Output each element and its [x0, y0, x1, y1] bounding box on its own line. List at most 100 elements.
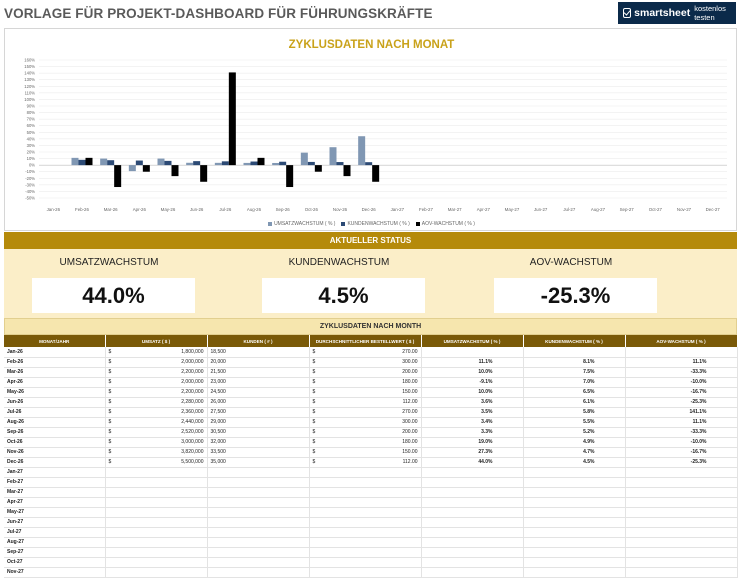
customer-growth-cell: 6.5%	[523, 387, 626, 398]
bar-aov-growth	[343, 165, 351, 177]
table-row: Nov-27	[4, 567, 738, 578]
revenue-cell: $2,520,000	[105, 427, 208, 438]
month-cell: Oct-26	[4, 437, 106, 448]
customer-growth-cell	[523, 567, 626, 578]
x-tick-label: Dec-26	[362, 207, 377, 212]
y-tick-label: 70%	[27, 117, 36, 122]
revenue-growth-cell	[421, 557, 524, 568]
customers-cell: 18,500	[207, 347, 310, 358]
aov-cell: $180.00	[309, 377, 422, 388]
revenue-cell	[105, 557, 208, 568]
x-tick-label: Nov-26	[333, 207, 348, 212]
table-row: Oct-26 $3,000,000 32,000 $180.00 19.0% 4.9% -1…	[4, 437, 738, 448]
table-row: Oct-27	[4, 557, 738, 568]
revenue-cell: $2,440,000	[105, 417, 208, 428]
customer-growth-cell: 4.9%	[523, 437, 626, 448]
table-row: Feb-27	[4, 477, 738, 488]
revenue-growth-cell	[421, 537, 524, 548]
aov-growth-cell: -25.3%	[625, 457, 738, 468]
revenue-cell: $2,360,000	[105, 407, 208, 418]
customer-growth-cell: 5.8%	[523, 407, 626, 418]
month-cell: Nov-27	[4, 567, 106, 578]
bar-revenue-growth	[243, 162, 251, 166]
revenue-growth-cell: -9.1%	[421, 377, 524, 388]
y-tick-label: 110%	[25, 90, 36, 95]
cycle-data-table: MONAT/JAHR UMSATZ ( $ ) KUNDEN ( # ) DURCHS…	[4, 335, 738, 578]
kpi-value: -25.3%	[494, 278, 657, 313]
table-row: Apr-26 $2,000,000 23,000 $180.00 -9.1% 7.0% -1…	[4, 377, 738, 388]
aov-growth-cell	[625, 557, 738, 568]
customers-cell	[207, 487, 310, 498]
bar-aov-growth	[200, 165, 208, 182]
revenue-cell	[105, 547, 208, 558]
revenue-growth-cell: 3.4%	[421, 417, 524, 428]
aov-cell: $112.00	[309, 457, 422, 468]
y-tick-label: 90%	[27, 104, 36, 109]
bar-aov-growth	[85, 157, 93, 166]
column-header: MONAT/JAHR	[4, 335, 106, 347]
month-cell: Dec-26	[4, 457, 106, 468]
aov-growth-cell: 11.1%	[625, 417, 738, 428]
customer-growth-cell	[523, 527, 626, 538]
month-cell: Mar-26	[4, 367, 106, 378]
y-tick-label: -40%	[25, 189, 35, 194]
x-tick-label: Sep-26	[276, 207, 291, 212]
customers-cell	[207, 517, 310, 528]
customers-cell: 32,000	[207, 437, 310, 448]
legend-item: AOV-WACHSTUM ( % )	[415, 221, 475, 227]
bar-customer-growth	[221, 161, 229, 166]
month-cell: Aug-26	[4, 417, 106, 428]
aov-growth-cell	[625, 477, 738, 488]
customer-growth-cell: 4.5%	[523, 457, 626, 468]
bar-customer-growth	[135, 160, 143, 166]
y-tick-label: 40%	[27, 136, 36, 141]
month-cell: Jul-27	[4, 527, 106, 538]
status-panel: UMSATZWACHSTUM 44.0% KUNDENWACHSTUM 4.5%…	[4, 249, 737, 318]
bar-aov-growth	[257, 157, 265, 166]
month-cell: Sep-26	[4, 427, 106, 438]
brand-name: smartsheet	[634, 7, 691, 19]
customer-growth-cell	[523, 477, 626, 488]
revenue-cell	[105, 467, 208, 478]
legend-label: AOV-WACHSTUM ( % )	[421, 221, 475, 227]
revenue-growth-cell	[421, 487, 524, 498]
x-tick-label: Mar-26	[104, 207, 118, 212]
aov-cell	[309, 527, 422, 538]
revenue-cell: $2,280,000	[105, 397, 208, 408]
kpi-label: UMSATZWACHSTUM	[59, 257, 159, 268]
revenue-cell	[105, 497, 208, 508]
bar-customer-growth	[336, 162, 344, 166]
revenue-growth-cell	[421, 517, 524, 528]
aov-cell	[309, 497, 422, 508]
revenue-cell: $5,500,000	[105, 457, 208, 468]
month-cell: Apr-27	[4, 497, 106, 508]
table-body: Jan-26 $1,800,000 18,500 $270.00 Feb-26 $2,00…	[4, 347, 738, 578]
y-tick-label: 130%	[24, 77, 35, 82]
x-tick-label: Jun-27	[534, 207, 548, 212]
revenue-growth-cell	[421, 507, 524, 518]
customer-growth-cell: 5.2%	[523, 427, 626, 438]
month-cell: Jan-26	[4, 347, 106, 358]
table-row: Jul-26 $2,360,000 27,500 $270.00 3.5% 5.8% 141…	[4, 407, 738, 418]
bar-revenue-growth	[358, 136, 366, 166]
aov-growth-cell: 11.1%	[625, 357, 738, 368]
month-cell: Nov-26	[4, 447, 106, 458]
table-row: Nov-26 $3,820,000 33,500 $150.00 27.3% 4.7% -1…	[4, 447, 738, 458]
customers-cell	[207, 497, 310, 508]
kpi-revenue-growth: UMSATZWACHSTUM 44.0%	[4, 249, 214, 318]
bar-revenue-growth	[186, 162, 194, 166]
revenue-growth-cell	[421, 527, 524, 538]
revenue-cell: $2,000,000	[105, 377, 208, 388]
month-cell: Oct-27	[4, 557, 106, 568]
y-tick-label: 0%	[29, 163, 35, 168]
customers-cell	[207, 467, 310, 478]
aov-cell	[309, 547, 422, 558]
customer-growth-cell	[523, 557, 626, 568]
customer-growth-cell	[523, 347, 626, 358]
smartsheet-brand-link[interactable]: smartsheet kostenlos testen	[618, 2, 736, 24]
revenue-growth-cell: 44.0%	[421, 457, 524, 468]
bar-customer-growth	[78, 159, 86, 166]
bar-aov-growth	[142, 165, 150, 172]
brand-cta: kostenlos testen	[694, 4, 726, 22]
aov-cell	[309, 517, 422, 528]
